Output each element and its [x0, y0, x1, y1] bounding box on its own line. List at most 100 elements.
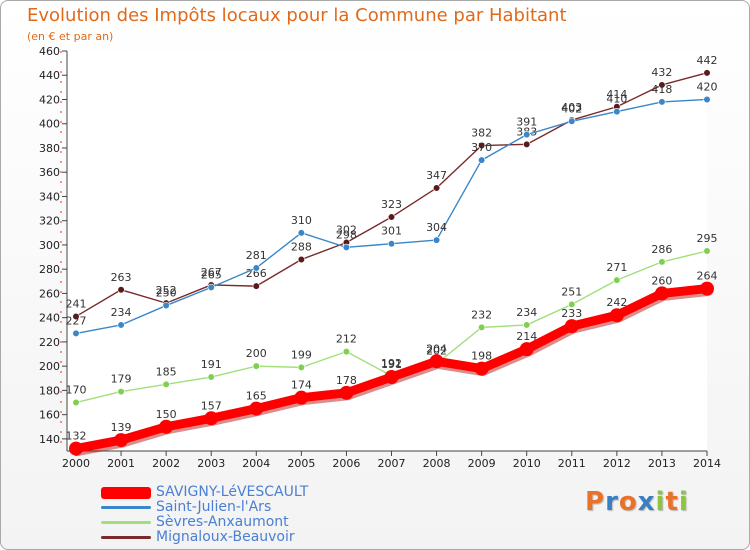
- data-label: 420: [697, 80, 718, 93]
- y-tick-label: 180: [39, 384, 60, 397]
- legend-swatch: [101, 506, 151, 509]
- data-label: 263: [111, 271, 132, 284]
- logo-letter: r: [605, 487, 619, 517]
- data-point: [700, 281, 714, 296]
- data-label: 271: [606, 261, 627, 274]
- data-label: 382: [471, 127, 492, 140]
- data-label: 304: [426, 221, 447, 234]
- data-label: 414: [606, 88, 627, 101]
- y-tick-label: 440: [39, 69, 60, 82]
- logo-letter: o: [618, 487, 638, 517]
- legend-label: Mignaloux-Beauvoir: [156, 529, 295, 545]
- data-point: [609, 308, 624, 323]
- data-point: [432, 184, 441, 192]
- data-label: 251: [561, 285, 582, 298]
- legend-swatch: [101, 487, 151, 499]
- x-tick-label: 2009: [468, 457, 496, 470]
- data-label: 432: [651, 66, 672, 79]
- data-point: [432, 236, 441, 244]
- chart-subtitle: (en € et par an): [27, 30, 114, 43]
- data-point: [297, 255, 305, 264]
- x-tick-label: 2014: [693, 457, 721, 470]
- data-point: [252, 264, 260, 272]
- logo-letter: x: [637, 487, 656, 517]
- proxiti-logo: Proxiti: [585, 487, 689, 517]
- data-point: [478, 323, 486, 331]
- data-point: [207, 373, 215, 381]
- data-point: [252, 282, 260, 290]
- data-label: 403: [561, 101, 582, 114]
- data-label: 391: [516, 116, 537, 129]
- data-point: [384, 370, 399, 385]
- y-tick-label: 340: [39, 190, 60, 203]
- data-label: 191: [381, 358, 402, 371]
- y-tick-label: 360: [39, 166, 60, 179]
- data-point: [474, 361, 489, 376]
- data-point: [613, 108, 621, 116]
- data-point: [297, 363, 305, 371]
- data-point: [114, 433, 129, 448]
- data-point: [523, 321, 531, 329]
- data-label: 295: [697, 232, 718, 245]
- data-label: 252: [156, 284, 177, 297]
- data-label: 264: [697, 270, 718, 283]
- data-point: [297, 229, 305, 237]
- data-label: 132: [66, 430, 87, 443]
- data-label: 199: [291, 348, 312, 361]
- data-point: [613, 276, 621, 284]
- y-tick-label: 140: [39, 433, 60, 446]
- y-tick-label: 200: [39, 360, 60, 373]
- y-tick-label: 160: [39, 409, 60, 422]
- data-label: 202: [426, 345, 447, 358]
- x-tick-label: 2008: [423, 457, 451, 470]
- x-tick-label: 2012: [603, 457, 631, 470]
- logo-letter: P: [585, 487, 606, 517]
- data-point: [478, 156, 486, 164]
- data-label: 267: [201, 266, 222, 279]
- data-point: [658, 81, 666, 89]
- data-label: 310: [291, 214, 312, 227]
- line-chart: 140 160 180 200 220 240 260 280 300 320 340 360 380 4…: [39, 45, 721, 470]
- data-label: 242: [606, 296, 627, 309]
- x-tick-label: 2007: [378, 457, 406, 470]
- data-point: [294, 390, 309, 405]
- data-label: 214: [516, 330, 537, 343]
- data-point: [252, 362, 260, 370]
- data-label: 198: [471, 350, 492, 363]
- legend-label: Sèvres-Anxaumont: [156, 514, 289, 530]
- data-point: [523, 131, 531, 139]
- data-label: 150: [156, 408, 177, 421]
- data-point: [523, 140, 531, 148]
- data-label: 179: [111, 373, 132, 386]
- data-label: 260: [651, 274, 672, 287]
- data-label: 200: [246, 347, 267, 360]
- data-label: 250: [156, 287, 177, 300]
- data-point: [519, 342, 534, 357]
- data-point: [387, 240, 396, 248]
- data-label: 157: [201, 399, 222, 412]
- data-label: 204: [426, 342, 447, 355]
- data-point: [339, 385, 354, 400]
- data-label: 227: [66, 314, 87, 327]
- y-tick-label: 260: [39, 287, 60, 300]
- data-point: [703, 247, 711, 255]
- plot-area: [67, 51, 707, 451]
- data-point: [342, 348, 351, 356]
- data-label: 212: [336, 333, 357, 346]
- data-label: 286: [651, 243, 672, 256]
- legend-swatch: [101, 536, 151, 539]
- data-point: [568, 117, 576, 125]
- x-tick-label: 2003: [197, 457, 225, 470]
- data-point: [159, 419, 174, 434]
- x-tick-label: 2004: [242, 457, 270, 470]
- data-label: 170: [66, 384, 87, 397]
- data-point: [69, 441, 83, 456]
- data-label: 442: [697, 54, 718, 67]
- logo-letter: i: [678, 487, 689, 517]
- legend-label: SAVIGNY-LéVESCAULT: [156, 484, 309, 500]
- data-point: [429, 354, 444, 369]
- data-point: [387, 213, 396, 221]
- x-tick-label: 2006: [332, 457, 360, 470]
- data-point: [478, 141, 486, 150]
